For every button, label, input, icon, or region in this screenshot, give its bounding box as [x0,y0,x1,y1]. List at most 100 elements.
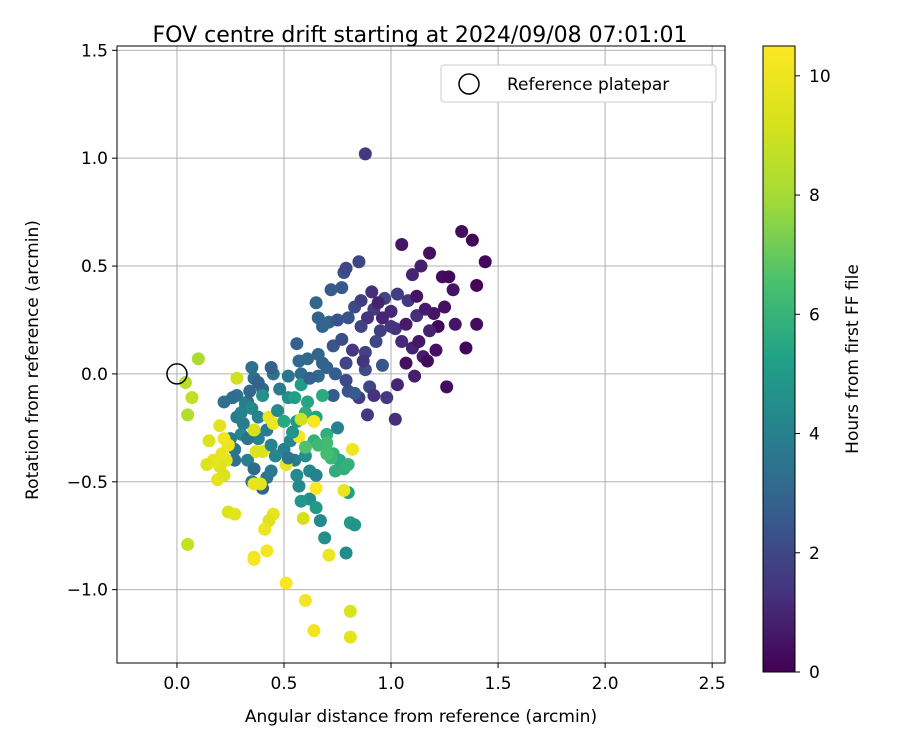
scatter-point [335,332,349,346]
scatter-point [217,468,231,482]
scatter-point [399,317,413,331]
colorbar-ticks: 0 2 4 6 8 10 [795,67,831,683]
scatter-point [247,423,261,437]
y-axis-label: Rotation from reference (arcmin) [23,220,43,500]
scatter-point [266,417,280,431]
scatter-point [185,391,199,405]
scatter-point [418,302,432,316]
scatter-point [371,296,385,310]
colorbar-tick-label: 4 [809,425,820,445]
x-axis-ticks: 0.0 0.5 1.0 1.5 2.0 2.5 [163,663,726,694]
x-axis-label: Angular distance from reference (arcmin) [245,707,597,727]
scatter-point [247,462,261,476]
scatter-point [390,287,404,301]
scatter-point [294,494,308,508]
scatter-point [279,576,293,590]
scatter-point [234,406,248,420]
scatter-point [316,388,330,402]
y-tick-label: −1.0 [67,581,108,601]
scatter-point [360,408,374,422]
scatter-point [243,384,257,398]
scatter-point [341,458,355,472]
x-tick-label: 2.0 [592,674,619,694]
scatter-point [438,300,452,314]
scatter-point [290,468,304,482]
scatter-point [339,261,353,275]
scatter-point [281,369,295,383]
scatter-point [290,337,304,351]
scatter-point [294,412,308,426]
scatter-point [320,447,334,461]
scatter-point [309,501,323,515]
scatter-point [367,388,381,402]
scatter-point [337,483,351,497]
scatter-point [288,391,302,405]
scatter-point [343,604,357,618]
y-tick-label: 0.5 [81,257,108,277]
scatter-point [273,382,287,396]
y-tick-label: 0.0 [81,365,108,385]
scatter-point [236,417,250,431]
scatter-point [320,360,334,374]
scatter-point [226,391,240,405]
scatter-point [448,317,462,331]
colorbar-tick-label: 2 [809,544,820,564]
scatter-point [298,593,312,607]
scatter-point [251,410,265,424]
scatter-point [311,348,325,361]
scatter-point [318,531,332,545]
y-axis-ticks: 1.5 1.0 0.5 0.0 −0.5 −1.0 [67,41,117,601]
scatter-point [408,369,422,383]
scatter-point [375,358,389,372]
scatter-point [343,630,357,644]
scatter-point [399,356,413,370]
scatter-point [264,360,278,374]
scatter-point [200,458,214,472]
scatter-point [465,233,479,247]
scatter-point [365,285,379,299]
scatter-point [442,270,456,284]
scatter-point [247,552,261,566]
scatter-point [191,352,205,366]
scatter-point [356,354,370,368]
colorbar-gradient [762,45,796,673]
scatter-point [446,283,460,297]
legend-box [440,64,717,103]
scatter-point [352,255,366,269]
scatter-point [478,255,492,269]
scatter-point [335,281,349,295]
scatter-point [440,380,454,394]
scatter-point [307,414,321,428]
y-tick-label: −0.5 [67,473,108,493]
reference-platepar-marker [166,363,188,385]
scatter-point [341,311,355,325]
scatter-point [247,477,261,491]
scatter-point [251,376,265,390]
y-tick-label: 1.0 [81,149,108,169]
legend-reference-marker [458,73,480,95]
reference-layer [166,363,188,385]
scatter-point [348,386,362,400]
scatter-point [345,343,359,357]
scatter-point [420,354,434,368]
scatter-point [245,360,259,374]
scatter-point [258,522,272,536]
scatter-point [181,408,195,422]
colorbar-label: Hours from first FF file [843,264,863,454]
scatter-point [202,434,216,448]
scatter-point [228,507,242,521]
scatter-point [292,479,306,493]
x-tick-label: 1.0 [378,674,405,694]
scatter-point [405,268,419,282]
scatter-point [348,518,362,532]
scatter-point [326,388,340,402]
scatter-point [414,259,428,273]
y-tick-label: 1.5 [81,41,108,61]
scatter-point [264,464,278,478]
scatter-point [217,432,231,446]
scatter-point [307,624,321,638]
scatter-point [303,371,317,385]
scatter-point [354,319,368,333]
x-tick-label: 2.5 [699,674,726,694]
scatter-point [358,147,372,161]
